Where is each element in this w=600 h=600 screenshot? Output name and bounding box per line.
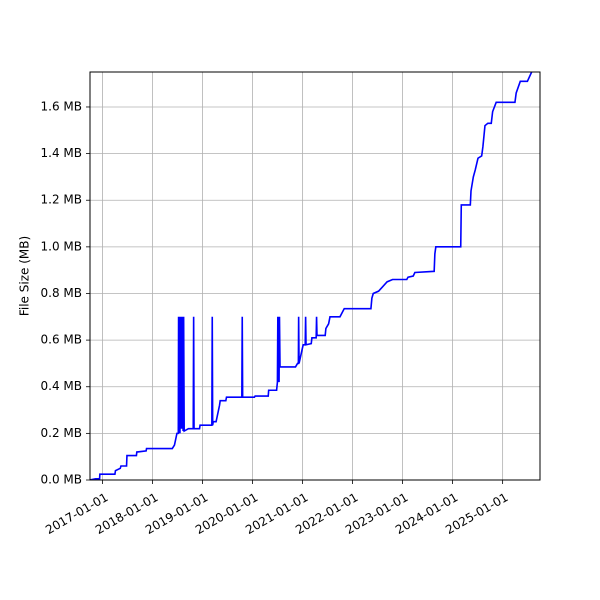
y-tick-label: 0.2 MB	[41, 426, 82, 440]
y-axis-label: File Size (MB)	[18, 236, 32, 316]
y-tick-label: 0.0 MB	[41, 473, 82, 487]
series-line-0	[90, 72, 533, 480]
y-tick-label: 1.0 MB	[41, 239, 82, 253]
series-layer	[90, 72, 533, 480]
y-tick-label: 1.4 MB	[41, 146, 82, 160]
y-tick-label: 0.8 MB	[41, 286, 82, 300]
y-tick-label: 0.4 MB	[41, 379, 82, 393]
y-tick-label: 1.6 MB	[41, 99, 82, 113]
y-tick-label: 1.2 MB	[41, 193, 82, 207]
plot-frame	[89, 71, 541, 481]
y-tick-label: 0.6 MB	[41, 333, 82, 347]
